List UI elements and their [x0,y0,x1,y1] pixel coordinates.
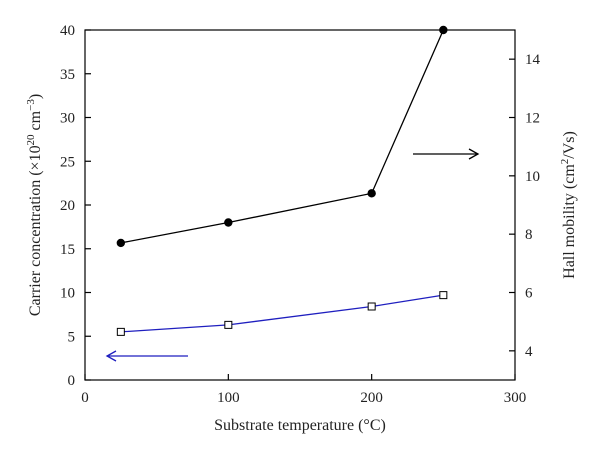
x-tick-label: 300 [504,390,527,406]
arrow-head [105,350,117,362]
data-point-circle [224,218,233,227]
series-1 [116,291,448,336]
data-point-square [116,327,125,336]
plot-border [84,29,516,381]
right-y-tick-label: 10 [525,169,540,185]
left-y-tick-label: 25 [60,154,75,170]
x-tick-label: 100 [217,390,240,406]
series-2 [116,25,448,248]
series-line [120,294,444,333]
data-point-circle [367,189,376,198]
left-y-tick-label: 15 [60,242,75,258]
right-y-tick-label: 6 [525,286,533,302]
right-y-axis-ticks: 4 6 8 10 12 14 [509,52,541,360]
right-y-tick-label: 14 [525,52,541,68]
right-y-axis-title: Hall mobility (cm2/Vs) [559,131,578,279]
series-line [120,29,444,244]
data-point-circle [116,238,126,248]
right-y-tick-label: 4 [525,344,533,360]
left-y-tick-label: 35 [60,67,75,83]
x-axis-title: Substrate temperature (°C) [214,417,386,434]
left-y-tick-label: 20 [60,198,75,214]
data-point-circle [439,25,448,35]
series-layer [116,25,448,336]
data-point-square [224,320,233,329]
arrow-layer [105,148,480,362]
right-y-tick-label: 8 [525,227,533,243]
left-axis-arrow [105,350,188,362]
x-tick-label: 200 [360,390,383,406]
data-point-square [367,302,376,311]
left-y-tick-label: 5 [68,329,76,345]
arrow-head [468,148,480,160]
data-point-square [439,291,448,300]
left-y-axis-title: Carrier concentration (×1020 cm−3) [25,94,44,316]
left-y-tick-label: 30 [60,111,75,127]
left-y-axis-ticks: 0 5 10 15 20 25 30 35 40 [60,23,91,389]
plot-frame [84,29,516,381]
x-tick-label: 0 [81,390,89,406]
x-axis-ticks: 0 100 200 300 [81,374,526,406]
left-y-tick-label: 40 [60,23,75,39]
right-axis-arrow [413,148,480,160]
left-y-tick-label: 0 [68,373,76,389]
right-y-tick-label: 12 [525,111,540,127]
left-y-tick-label: 10 [60,286,75,302]
